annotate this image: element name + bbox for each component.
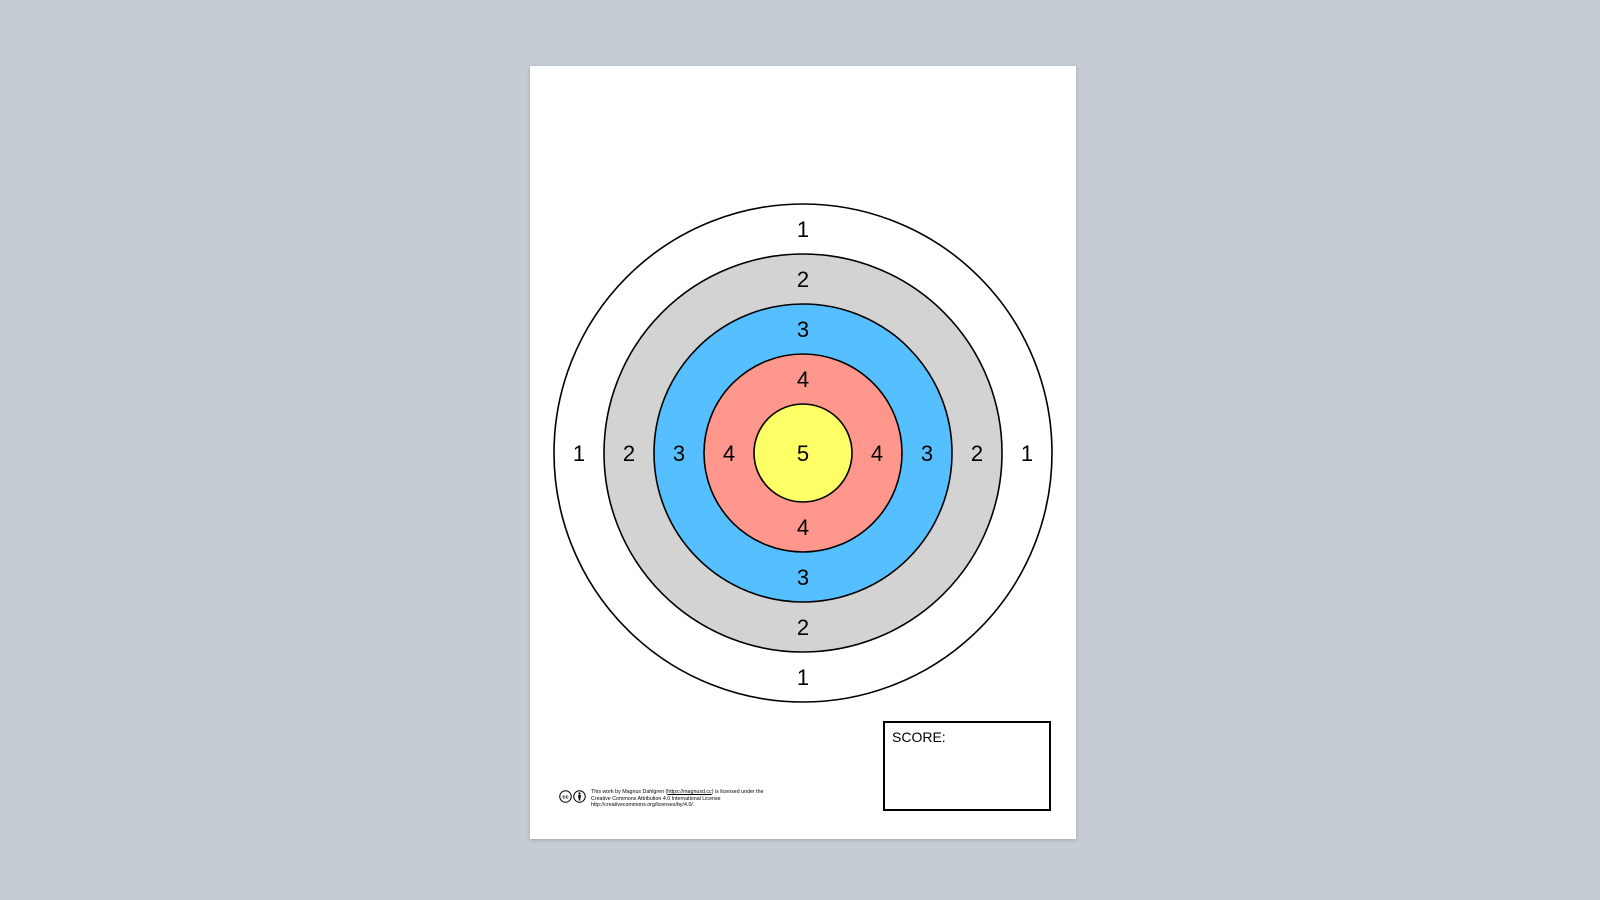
score-label-3-right: 3 (921, 441, 933, 466)
document-page: 1 1 1 1 2 2 2 2 3 3 3 3 4 4 4 4 5 SCORE: cc This work by… (530, 66, 1076, 839)
score-label-2-top: 2 (797, 267, 809, 292)
score-box[interactable]: SCORE: (883, 721, 1051, 811)
target-score-labels: 1 1 1 1 2 2 2 2 3 3 3 3 4 4 4 4 5 (573, 217, 1033, 690)
target-face: 1 1 1 1 2 2 2 2 3 3 3 3 4 4 4 4 5 (553, 203, 1053, 703)
score-label-5-center: 5 (797, 441, 809, 466)
license-line-3[interactable]: http://creativecommons.org/licenses/by/4… (591, 802, 695, 808)
license-notice: cc This work by Magnus Dahlgren (https:/… (559, 789, 791, 809)
score-label-4-top: 4 (797, 367, 809, 392)
score-label-2-right: 2 (971, 441, 983, 466)
score-label-2-bottom: 2 (797, 615, 809, 640)
license-icons: cc (559, 790, 586, 803)
score-label-1-right: 1 (1021, 441, 1033, 466)
score-label-1-top: 1 (797, 217, 809, 242)
score-label-4-left: 4 (723, 441, 735, 466)
score-label-1-left: 1 (573, 441, 585, 466)
license-line-2: Creative Commons Attribution 4.0 Interna… (591, 795, 721, 802)
by-attribution-icon (573, 790, 586, 803)
score-label-3-bottom: 3 (797, 565, 809, 590)
svg-text:cc: cc (562, 795, 568, 801)
target-ring-5 (753, 403, 853, 503)
score-label-3-top: 3 (797, 317, 809, 342)
license-line-1: This work by Magnus Dahlgren (https://ma… (591, 789, 764, 795)
score-label-3-left: 3 (673, 441, 685, 466)
score-label-4-bottom: 4 (797, 515, 809, 540)
score-label: SCORE: (892, 729, 946, 745)
score-label-2-left: 2 (623, 441, 635, 466)
target-rings (553, 203, 1053, 703)
license-text: This work by Magnus Dahlgren (https://ma… (591, 789, 791, 809)
author-link[interactable]: https://magnusd.cc (667, 789, 712, 795)
cc-icon: cc (559, 790, 572, 803)
score-label-1-bottom: 1 (797, 665, 809, 690)
score-label-4-right: 4 (871, 441, 883, 466)
